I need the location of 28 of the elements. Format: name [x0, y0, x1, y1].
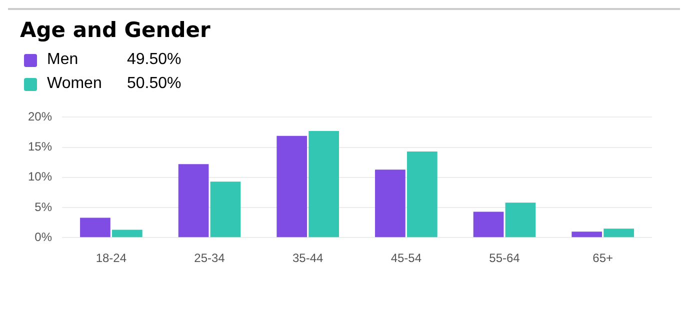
- bar: [505, 202, 536, 238]
- bar: [572, 232, 602, 238]
- x-tick-label: 45-54: [390, 251, 422, 266]
- text: 49.50%: [127, 51, 182, 69]
- x-tick-label: 65+: [592, 251, 614, 266]
- legend-label: Men: [47, 51, 80, 69]
- bar: [406, 152, 438, 238]
- bar: [178, 164, 209, 238]
- y-tick-label: 20%: [28, 110, 52, 124]
- chart-title: Age and Gender: [19, 17, 212, 42]
- y-tick-label: 10%: [28, 170, 52, 184]
- bar: [80, 218, 110, 238]
- bar: [473, 212, 504, 238]
- bar: [112, 230, 142, 238]
- bar: [210, 182, 241, 238]
- bar: [375, 170, 406, 238]
- x-tick-label: 55-64: [489, 251, 520, 266]
- bar: [276, 136, 308, 238]
- bar: [308, 131, 339, 238]
- x-tick-label: 25-34: [194, 251, 226, 266]
- bar: [604, 228, 634, 238]
- y-tick-label: 15%: [28, 140, 52, 154]
- x-tick-label: 35-44: [292, 251, 324, 266]
- x-tick-label: 18-24: [96, 251, 127, 266]
- text: 50.50%: [127, 75, 182, 93]
- y-tick-label: 0%: [34, 230, 52, 244]
- legend-label: Women: [47, 75, 103, 93]
- y-tick-label: 5%: [34, 200, 52, 214]
